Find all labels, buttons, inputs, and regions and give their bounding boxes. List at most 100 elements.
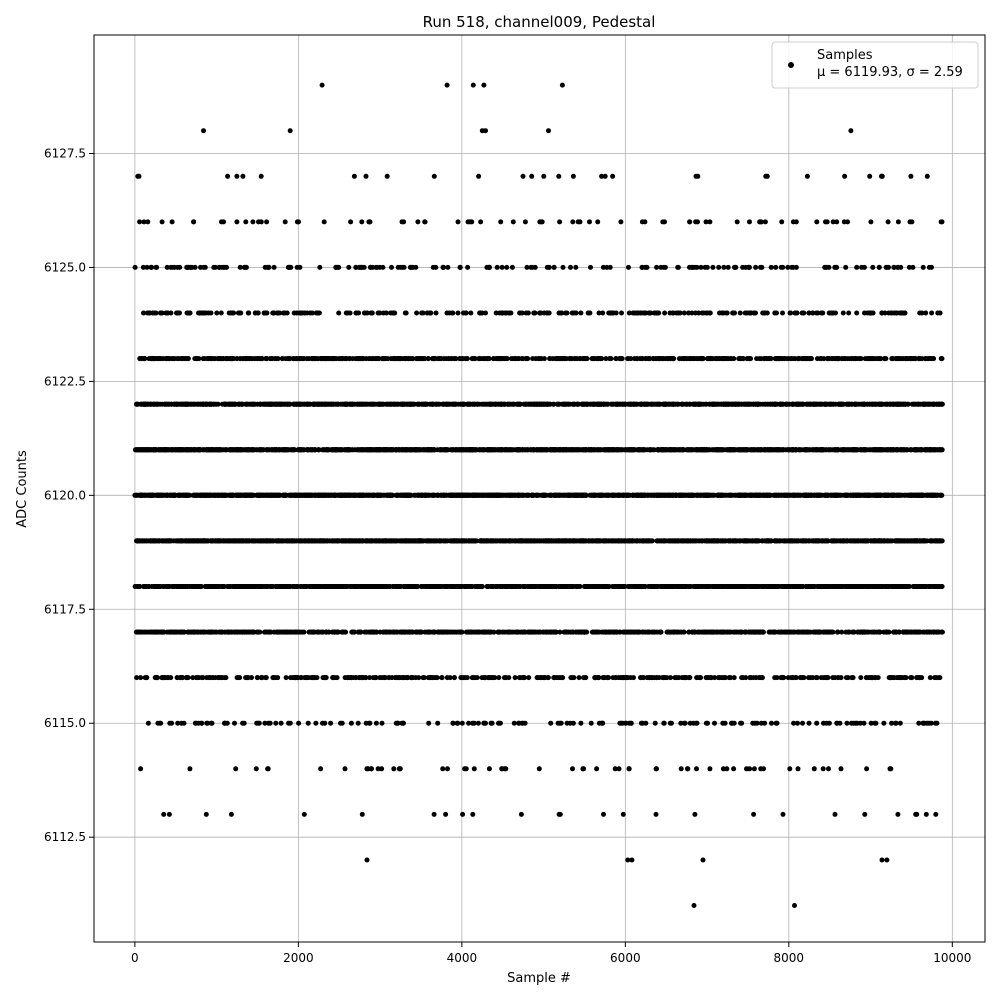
- sample-point: [731, 675, 737, 681]
- sample-point: [237, 584, 243, 589]
- sample-point: [600, 720, 606, 726]
- sample-point: [322, 720, 328, 726]
- sample-point: [887, 675, 893, 681]
- sample-point: [857, 584, 863, 589]
- sample-point: [740, 675, 746, 681]
- sample-point: [373, 720, 379, 726]
- sample-point: [286, 720, 292, 726]
- sample-point: [368, 629, 374, 635]
- sample-point: [459, 720, 465, 726]
- sample-point: [219, 629, 225, 635]
- sample-point: [933, 675, 939, 681]
- sample-point: [168, 675, 174, 681]
- sample-point: [797, 584, 802, 589]
- sample-point: [349, 629, 355, 635]
- sample-point: [483, 629, 489, 635]
- sample-point: [777, 538, 783, 544]
- sample-point: [305, 720, 311, 726]
- sample-point: [228, 584, 234, 589]
- sample-point: [481, 720, 487, 726]
- sample-point: [315, 629, 321, 635]
- sample-point: [426, 538, 432, 544]
- sample-point: [209, 720, 215, 726]
- sample-point: [632, 584, 638, 589]
- sample-point: [161, 811, 167, 817]
- sample-point: [854, 720, 860, 726]
- sample-point: [343, 538, 349, 544]
- sample-point: [706, 629, 712, 635]
- sample-point: [393, 675, 399, 681]
- sample-point: [811, 766, 817, 772]
- sample-point: [743, 538, 748, 544]
- sample-point: [893, 538, 898, 544]
- sample-point: [466, 584, 472, 589]
- sample-point: [720, 766, 726, 772]
- sample-point: [869, 675, 875, 681]
- sample-point: [897, 720, 903, 726]
- sample-point: [384, 629, 390, 635]
- sample-point: [654, 629, 660, 635]
- sample-point: [904, 629, 910, 635]
- sample-point: [496, 629, 502, 635]
- sample-point: [927, 675, 933, 681]
- sample-point: [594, 766, 600, 772]
- sample-point: [800, 720, 805, 726]
- sample-point: [330, 584, 336, 589]
- sample-point: [443, 629, 449, 635]
- sample-point: [411, 584, 417, 589]
- sample-point: [937, 675, 943, 681]
- sample-point: [864, 675, 870, 681]
- sample-point: [306, 675, 312, 681]
- sample-point: [370, 584, 376, 589]
- sample-point: [231, 629, 237, 635]
- sample-point: [681, 629, 687, 635]
- sample-point: [228, 538, 234, 544]
- sample-point: [187, 766, 193, 772]
- sample-point: [277, 584, 283, 589]
- sample-point: [902, 675, 908, 681]
- sample-point: [178, 538, 184, 544]
- sample-point: [731, 766, 737, 772]
- sample-point: [445, 766, 450, 772]
- sample-point: [842, 538, 848, 544]
- sample-point: [693, 720, 699, 726]
- sample-point: [553, 584, 559, 589]
- sample-point: [502, 538, 508, 544]
- sample-point: [312, 675, 318, 681]
- sample-point: [861, 720, 867, 726]
- sample-point: [818, 675, 824, 681]
- sample-point: [233, 766, 239, 772]
- sample-point: [355, 720, 361, 726]
- sample-point: [760, 584, 766, 589]
- sample-point: [824, 720, 829, 726]
- sample-point: [744, 766, 749, 772]
- sample-point: [190, 629, 196, 635]
- sample-point: [536, 584, 542, 589]
- sample-point: [302, 675, 308, 681]
- sample-point: [403, 675, 409, 681]
- sample-point: [773, 720, 779, 726]
- sample-point: [481, 675, 487, 681]
- sample-point: [618, 538, 624, 544]
- sample-point: [200, 629, 206, 635]
- sample-point: [472, 675, 478, 681]
- sample-point: [353, 538, 359, 544]
- sample-point: [601, 811, 606, 817]
- sample-point: [506, 629, 512, 635]
- sample-point: [359, 811, 365, 817]
- sample-point: [451, 675, 457, 681]
- sample-point: [682, 720, 688, 726]
- sample-point: [222, 720, 228, 726]
- sample-point: [443, 584, 449, 589]
- sample-point: [275, 629, 281, 635]
- sample-point: [408, 629, 414, 635]
- sample-point: [747, 675, 753, 681]
- sample-point: [685, 584, 691, 589]
- sample-point: [791, 720, 797, 726]
- sample-point: [628, 629, 634, 635]
- sample-point: [194, 675, 200, 681]
- sample-point: [923, 811, 929, 817]
- sample-point: [638, 675, 644, 681]
- sample-point: [472, 538, 478, 544]
